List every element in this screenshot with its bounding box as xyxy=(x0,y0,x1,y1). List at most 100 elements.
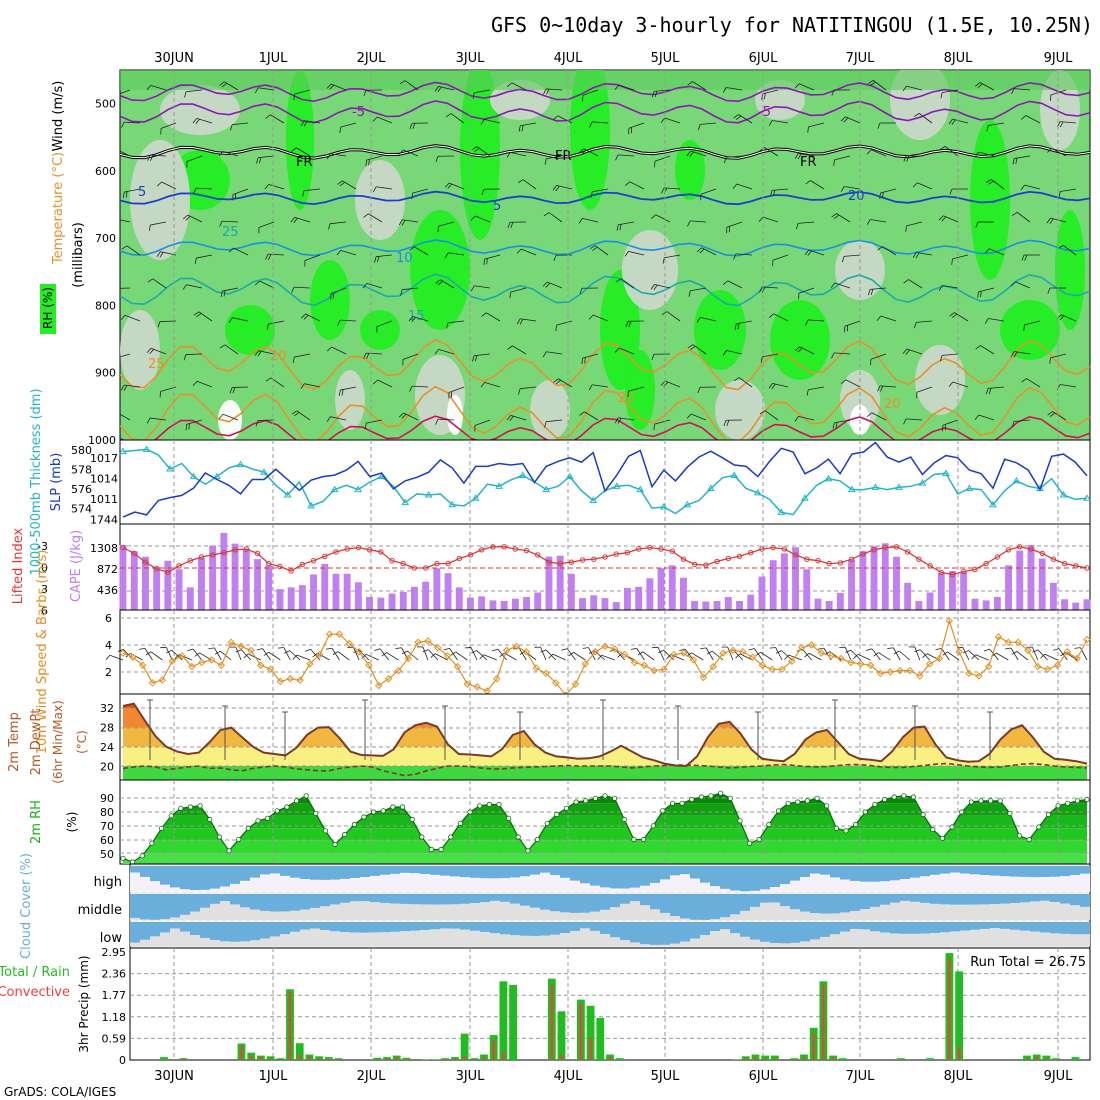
cloud-bg-cell xyxy=(930,922,940,946)
wind-barb xyxy=(545,649,557,661)
wind-barb xyxy=(947,651,960,661)
thickness-marker xyxy=(1083,494,1091,501)
wind-barb-feather xyxy=(481,312,487,317)
cloud-cell xyxy=(330,922,340,932)
precip-conv-bar xyxy=(948,958,951,1060)
cloud-cell xyxy=(710,922,720,931)
wind-barb-feather xyxy=(651,214,657,220)
wind-barb xyxy=(944,146,959,157)
cloud-cell xyxy=(150,922,160,937)
rh-marker xyxy=(708,793,714,799)
wind-barb-feather xyxy=(499,652,505,658)
li-marker xyxy=(624,550,631,556)
wind-barb xyxy=(975,654,989,661)
cloud-bg-cell xyxy=(380,922,390,946)
wind-barb-feather xyxy=(430,653,436,658)
rh-marker xyxy=(756,836,762,843)
cloud-bg-cell xyxy=(910,866,920,892)
wind-speed-marker xyxy=(365,661,373,669)
wind-barb-feather xyxy=(472,92,475,99)
wind-barb-feather xyxy=(879,192,881,199)
wind-barb-feather xyxy=(437,280,443,286)
wind-barb-feather xyxy=(1047,148,1053,153)
cloud-bg-cell xyxy=(620,894,630,920)
cloud-bg-cell xyxy=(410,866,420,892)
cloud-bg-cell xyxy=(950,866,960,892)
cloud-bg-cell xyxy=(490,922,500,946)
wind-barb xyxy=(880,315,897,322)
wind-barb xyxy=(798,221,815,224)
isotherm-label: 20 xyxy=(270,349,287,364)
cloud-cell xyxy=(430,894,440,905)
wind-barb-feather xyxy=(867,412,873,418)
cloud-bg-cell xyxy=(360,866,370,892)
wind-speed-marker xyxy=(502,646,511,655)
wind-barb-feather xyxy=(666,654,672,660)
wind-barb-feather xyxy=(759,286,763,293)
wind-barb-feather xyxy=(882,192,884,199)
wind-barb-feather xyxy=(326,647,333,650)
cloud-cell xyxy=(1060,866,1070,877)
cloud-cell xyxy=(780,922,790,944)
pressure-tick-label: 900 xyxy=(95,367,116,380)
thickness-marker xyxy=(424,491,433,498)
rh-marker xyxy=(611,795,618,801)
wind-barb xyxy=(552,653,566,661)
wind-barb-feather xyxy=(255,420,259,427)
wind-barb xyxy=(1060,384,1077,388)
wind-barb-feather xyxy=(542,281,548,287)
wind-barb-feather xyxy=(372,186,377,193)
cloud-cell xyxy=(370,922,380,933)
wind-barb xyxy=(692,81,707,91)
rh-marker xyxy=(939,835,946,841)
thickness-marker xyxy=(965,484,974,492)
rh-marker xyxy=(255,818,261,824)
wind-barb-feather xyxy=(339,127,341,134)
wind-barb xyxy=(942,353,959,356)
rh-unit-label: (%) xyxy=(65,812,79,833)
cape-bar xyxy=(209,545,217,610)
wind-barb xyxy=(906,221,923,227)
wind-barb-feather xyxy=(166,649,173,654)
wind-barb-feather xyxy=(723,280,729,286)
li-marker xyxy=(714,558,720,565)
wind-barb xyxy=(654,419,671,425)
li-marker xyxy=(254,550,261,557)
wind-barb-feather xyxy=(368,159,370,166)
wind-barb xyxy=(331,346,347,355)
wind-speed-marker xyxy=(984,662,993,671)
cloud-cell xyxy=(920,922,930,934)
wind-barb xyxy=(126,245,141,256)
cloud-cell xyxy=(730,866,740,891)
wind-barb-feather xyxy=(769,190,773,197)
cloud-cell xyxy=(660,922,670,945)
wind-barb-feather xyxy=(174,654,180,660)
wind-barb-feather xyxy=(218,413,224,419)
cloud-cell xyxy=(700,894,710,920)
wind-speed-marker xyxy=(758,661,767,669)
cloud-bg-cell xyxy=(890,894,900,920)
wind-speed-marker xyxy=(807,641,816,649)
cloud-cell xyxy=(1020,894,1030,903)
li-marker xyxy=(355,544,362,551)
cloud-cell xyxy=(990,922,1000,928)
rh-blob xyxy=(218,400,242,440)
wind-barb-feather xyxy=(1047,411,1053,416)
wind-barb xyxy=(214,647,222,661)
wind-barb-feather xyxy=(293,217,298,224)
wind-barb-feather xyxy=(337,180,343,185)
wind-barb xyxy=(548,212,563,223)
rh-marker xyxy=(303,793,309,799)
rh-blob xyxy=(675,140,705,200)
wind-barb xyxy=(898,650,911,661)
cloud-cell xyxy=(450,922,460,929)
wind-barb-feather xyxy=(870,289,874,296)
cloud-cell xyxy=(1080,866,1090,874)
rh-marker xyxy=(332,841,338,848)
wind-barb-feather xyxy=(555,379,561,385)
wind-barb-feather xyxy=(625,181,631,187)
thickness-marker xyxy=(589,496,598,503)
cloud-cell xyxy=(590,894,600,912)
wind-barb xyxy=(1026,378,1041,388)
cloud-bg-cell xyxy=(430,922,440,946)
